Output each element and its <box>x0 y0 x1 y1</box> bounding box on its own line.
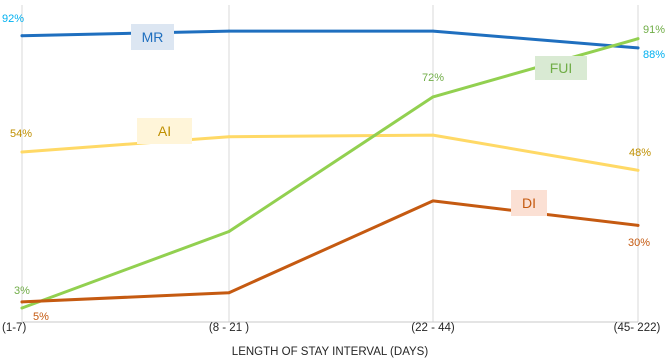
data-point-mr <box>636 46 640 50</box>
series-name-box-fui <box>535 56 587 80</box>
data-labels: 92% 88% 54% 48% 3% 72% 91% 5% 30% <box>2 13 665 323</box>
data-point-ai <box>636 168 640 172</box>
data-point-di <box>636 224 640 227</box>
data-point-di <box>227 291 231 295</box>
data-point-mr <box>431 29 435 33</box>
x-tick-label: (22 - 44) <box>411 322 455 334</box>
data-point-ai <box>227 135 231 139</box>
series-name-ai: AI <box>158 123 171 139</box>
data-label-fui: 72% <box>422 72 444 84</box>
data-label-fui: 91% <box>643 24 665 36</box>
data-label-mr: 88% <box>643 49 665 61</box>
data-label-mr: 92% <box>2 13 24 25</box>
data-label-ai: 54% <box>10 128 32 140</box>
data-point-di <box>431 199 435 203</box>
series-name-box-di <box>511 190 547 216</box>
data-point-fui <box>227 230 231 233</box>
data-point-di <box>20 300 24 304</box>
series-name-box-mr <box>131 24 174 50</box>
series-name-mr: MR <box>142 29 164 45</box>
data-point-ai <box>431 133 435 137</box>
data-label-ai: 48% <box>629 147 651 159</box>
data-point-mr <box>227 29 231 33</box>
series-name-box-ai <box>137 118 192 144</box>
data-point-fui <box>636 37 640 41</box>
data-label-di: 5% <box>33 311 49 323</box>
series-line-di <box>20 199 640 304</box>
data-label-di: 30% <box>628 237 650 249</box>
series-line-ai <box>20 133 640 172</box>
x-tick-label: (8 - 21 ) <box>209 322 249 334</box>
data-point-fui <box>431 95 435 99</box>
data-point-mr <box>20 34 24 38</box>
data-point-ai <box>20 150 24 154</box>
data-point-fui <box>20 306 24 310</box>
data-label-fui: 3% <box>14 285 30 297</box>
series-name-di: DI <box>522 195 536 211</box>
x-axis-title: LENGTH OF STAY INTERVAL (DAYS) <box>232 346 429 358</box>
grid <box>21 5 639 323</box>
series-name-labels: MR AI FUI DI <box>131 24 587 216</box>
x-tick-label: (45- 222) <box>614 322 661 334</box>
series-name-fui: FUI <box>550 60 573 76</box>
series-line-mr <box>20 29 640 50</box>
x-axis-tick-labels: (1-7) (8 - 21 ) (22 - 44) (45- 222) <box>2 322 660 334</box>
x-tick-label: (1-7) <box>2 322 26 334</box>
